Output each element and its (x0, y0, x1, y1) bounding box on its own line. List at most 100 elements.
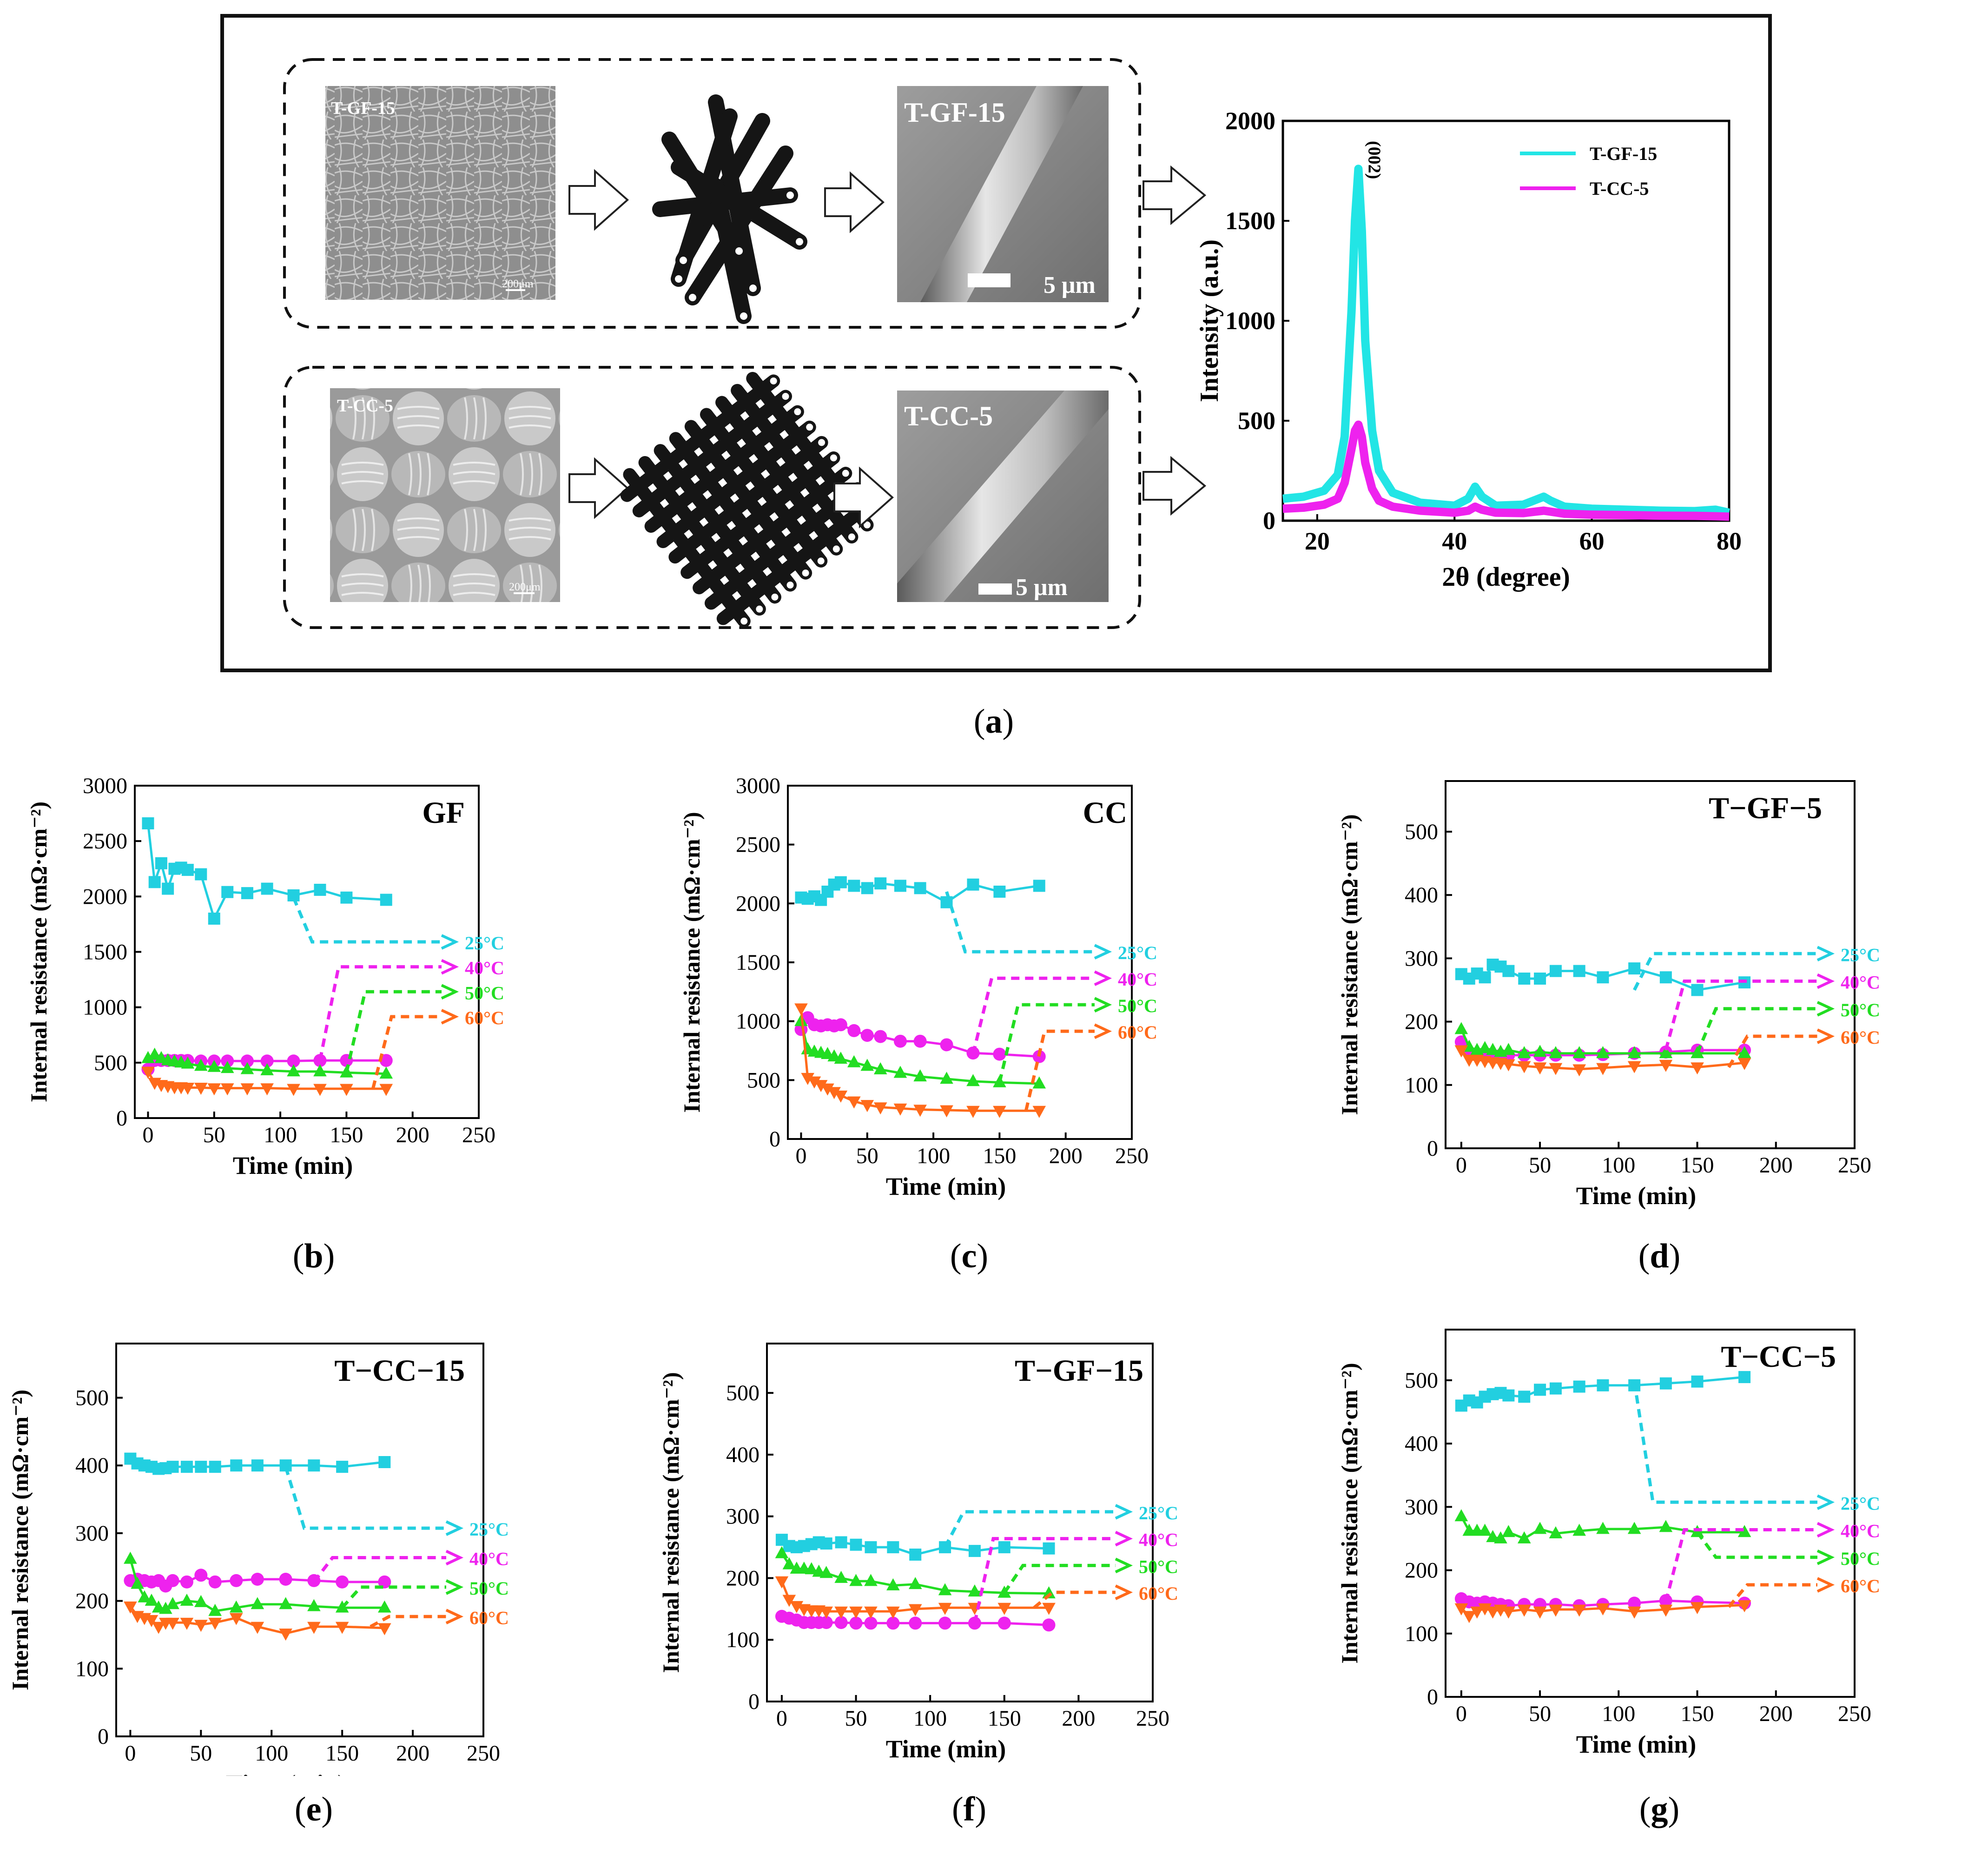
strand-end (817, 437, 827, 448)
legend-label: 50°C (1841, 1000, 1880, 1020)
data-point (279, 1459, 292, 1472)
gf-sem-low-scale: 200μm (502, 278, 534, 290)
data-point (230, 1459, 243, 1472)
data-point (1454, 1603, 1468, 1616)
data-point (873, 1062, 887, 1074)
x-tick-label: 200 (1759, 1153, 1793, 1178)
chart-t-cc-5: 0 50 100 150 200 250 0 100 200 300 400 500 Time (min… (1336, 1329, 1880, 1758)
strand-end (793, 407, 803, 417)
data-point (1549, 965, 1562, 977)
gf-sem-high-label: T-GF-15 (904, 97, 1005, 128)
x-tick-label: 0 (142, 1123, 153, 1147)
strand-end (785, 580, 795, 590)
legend-connector (371, 1015, 442, 1089)
data-point (155, 857, 167, 869)
gf-group-box (283, 58, 1141, 329)
data-point (1502, 965, 1515, 977)
data-point (251, 1622, 264, 1634)
data-point (194, 1620, 208, 1632)
data-point (208, 1575, 222, 1589)
data-point (313, 1084, 327, 1096)
data-point (195, 1461, 207, 1473)
data-point (966, 1074, 980, 1086)
x-tick-label: 0 (776, 1706, 787, 1731)
data-point (1659, 1520, 1673, 1532)
plot-frame (1445, 780, 1856, 1149)
data-point (240, 1083, 254, 1096)
y-axis-label: Internal resistance (mΩ·cm⁻²) (1336, 1363, 1362, 1663)
data-point (208, 913, 220, 925)
data-point (886, 1606, 900, 1619)
data-point (1486, 1530, 1499, 1543)
data-point (968, 1584, 982, 1597)
data-point (864, 1574, 878, 1586)
arrow-icon (1816, 1001, 1835, 1017)
data-point (893, 1066, 907, 1078)
data-point (181, 1056, 195, 1069)
data-point (782, 1595, 796, 1607)
x-tick-label: 200 (396, 1741, 429, 1766)
cc-sem-low-scale: 200μm (509, 581, 541, 593)
peak-annotation: (002) (1365, 141, 1384, 179)
x-tick-label: 150 (1681, 1153, 1714, 1178)
data-point (913, 1034, 927, 1048)
data-point (148, 876, 161, 888)
legend-label: 50°C (1118, 995, 1157, 1016)
y-tick-label: 0 (98, 1724, 109, 1749)
chart-title: T−CC−5 (1721, 1340, 1836, 1374)
x-tick-label: 150 (330, 1123, 363, 1147)
data-point (993, 1106, 1006, 1118)
data-point (819, 1566, 833, 1578)
data-point (1737, 1046, 1751, 1059)
plot-frame (115, 1343, 484, 1737)
arrow-icon (445, 1579, 464, 1595)
legend-connector (1696, 1531, 1817, 1559)
data-point (1572, 1046, 1586, 1059)
legend-connector (1696, 1007, 1817, 1054)
data-point (181, 1083, 195, 1095)
panel-a-figure: T-GF-15 200μm T-GF-15 5 μm T (220, 14, 1772, 672)
data-point (909, 1616, 922, 1630)
data-point (142, 817, 154, 830)
data-point (1659, 1059, 1673, 1072)
arrow-icon (1816, 1494, 1835, 1510)
data-point (1502, 1043, 1515, 1055)
strand-end (828, 453, 839, 463)
strand-end (754, 604, 765, 614)
y-tick-label: 3000 (83, 774, 127, 798)
xrd-series-2 (1282, 420, 1730, 521)
data-point (279, 1597, 292, 1609)
data-point (997, 1616, 1011, 1630)
legend-connector (971, 976, 1095, 1055)
y-axis-label: Internal resistance (mΩ·cm⁻²) (26, 801, 52, 1102)
arrow-icon (1816, 973, 1835, 989)
data-point (1502, 1525, 1515, 1537)
data-point (834, 1052, 848, 1064)
data-point (1533, 1062, 1547, 1075)
x-tick-label: 100 (1602, 1153, 1635, 1178)
x-tick-label: 50 (203, 1123, 225, 1147)
data-point (834, 1090, 848, 1103)
data-point (124, 1551, 137, 1564)
cc-sem-low-image: T-CC-5 200μm (330, 388, 560, 602)
legend-label: 40°C (469, 1549, 509, 1569)
legend-label: 25°C (469, 1519, 509, 1540)
x-tick-label: 50 (1529, 1153, 1551, 1178)
data-point (775, 1546, 789, 1558)
legend-connector (292, 897, 442, 944)
legend-connector (341, 1585, 446, 1609)
data-point (379, 1084, 393, 1096)
data-point (336, 1461, 349, 1473)
data-point (864, 1606, 878, 1619)
chart-t-gf-15: 0 50 100 150 200 250 0 100 200 300 400 500 Time (min… (662, 1343, 1178, 1763)
data-point (908, 1577, 922, 1589)
y-tick-label: 300 (75, 1521, 109, 1546)
data-point (1534, 972, 1546, 985)
data-point (894, 880, 906, 892)
data-point (148, 1047, 161, 1060)
y-tick-label: 1500 (736, 950, 780, 975)
arrow-icon (1094, 944, 1112, 960)
y-tick-label: 100 (75, 1656, 109, 1681)
arrow-icon (1115, 1504, 1133, 1520)
y-tick-label: 1000 (83, 995, 127, 1020)
